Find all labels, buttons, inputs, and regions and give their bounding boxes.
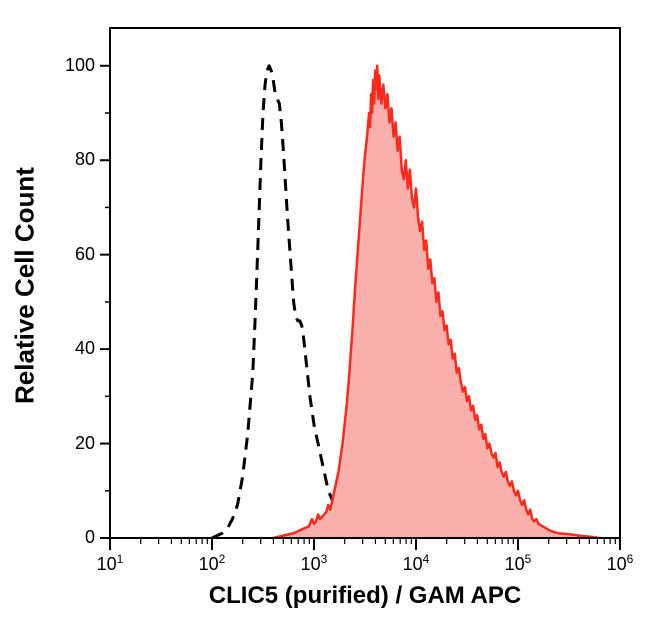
x-tick-label: 104	[391, 552, 441, 575]
y-tick-label: 100	[50, 55, 95, 76]
y-tick-label: 80	[50, 149, 95, 170]
chart-svg	[0, 0, 646, 641]
chart-container: Relative Cell Count CLIC5 (purified) / G…	[0, 0, 646, 641]
y-tick-label: 20	[50, 433, 95, 454]
y-tick-label: 40	[50, 338, 95, 359]
x-tick-label: 106	[595, 552, 645, 575]
x-tick-label: 101	[85, 552, 135, 575]
y-tick-label: 0	[50, 527, 95, 548]
x-tick-label: 105	[493, 552, 543, 575]
x-tick-label: 102	[187, 552, 237, 575]
y-tick-label: 60	[50, 244, 95, 265]
x-tick-label: 103	[289, 552, 339, 575]
